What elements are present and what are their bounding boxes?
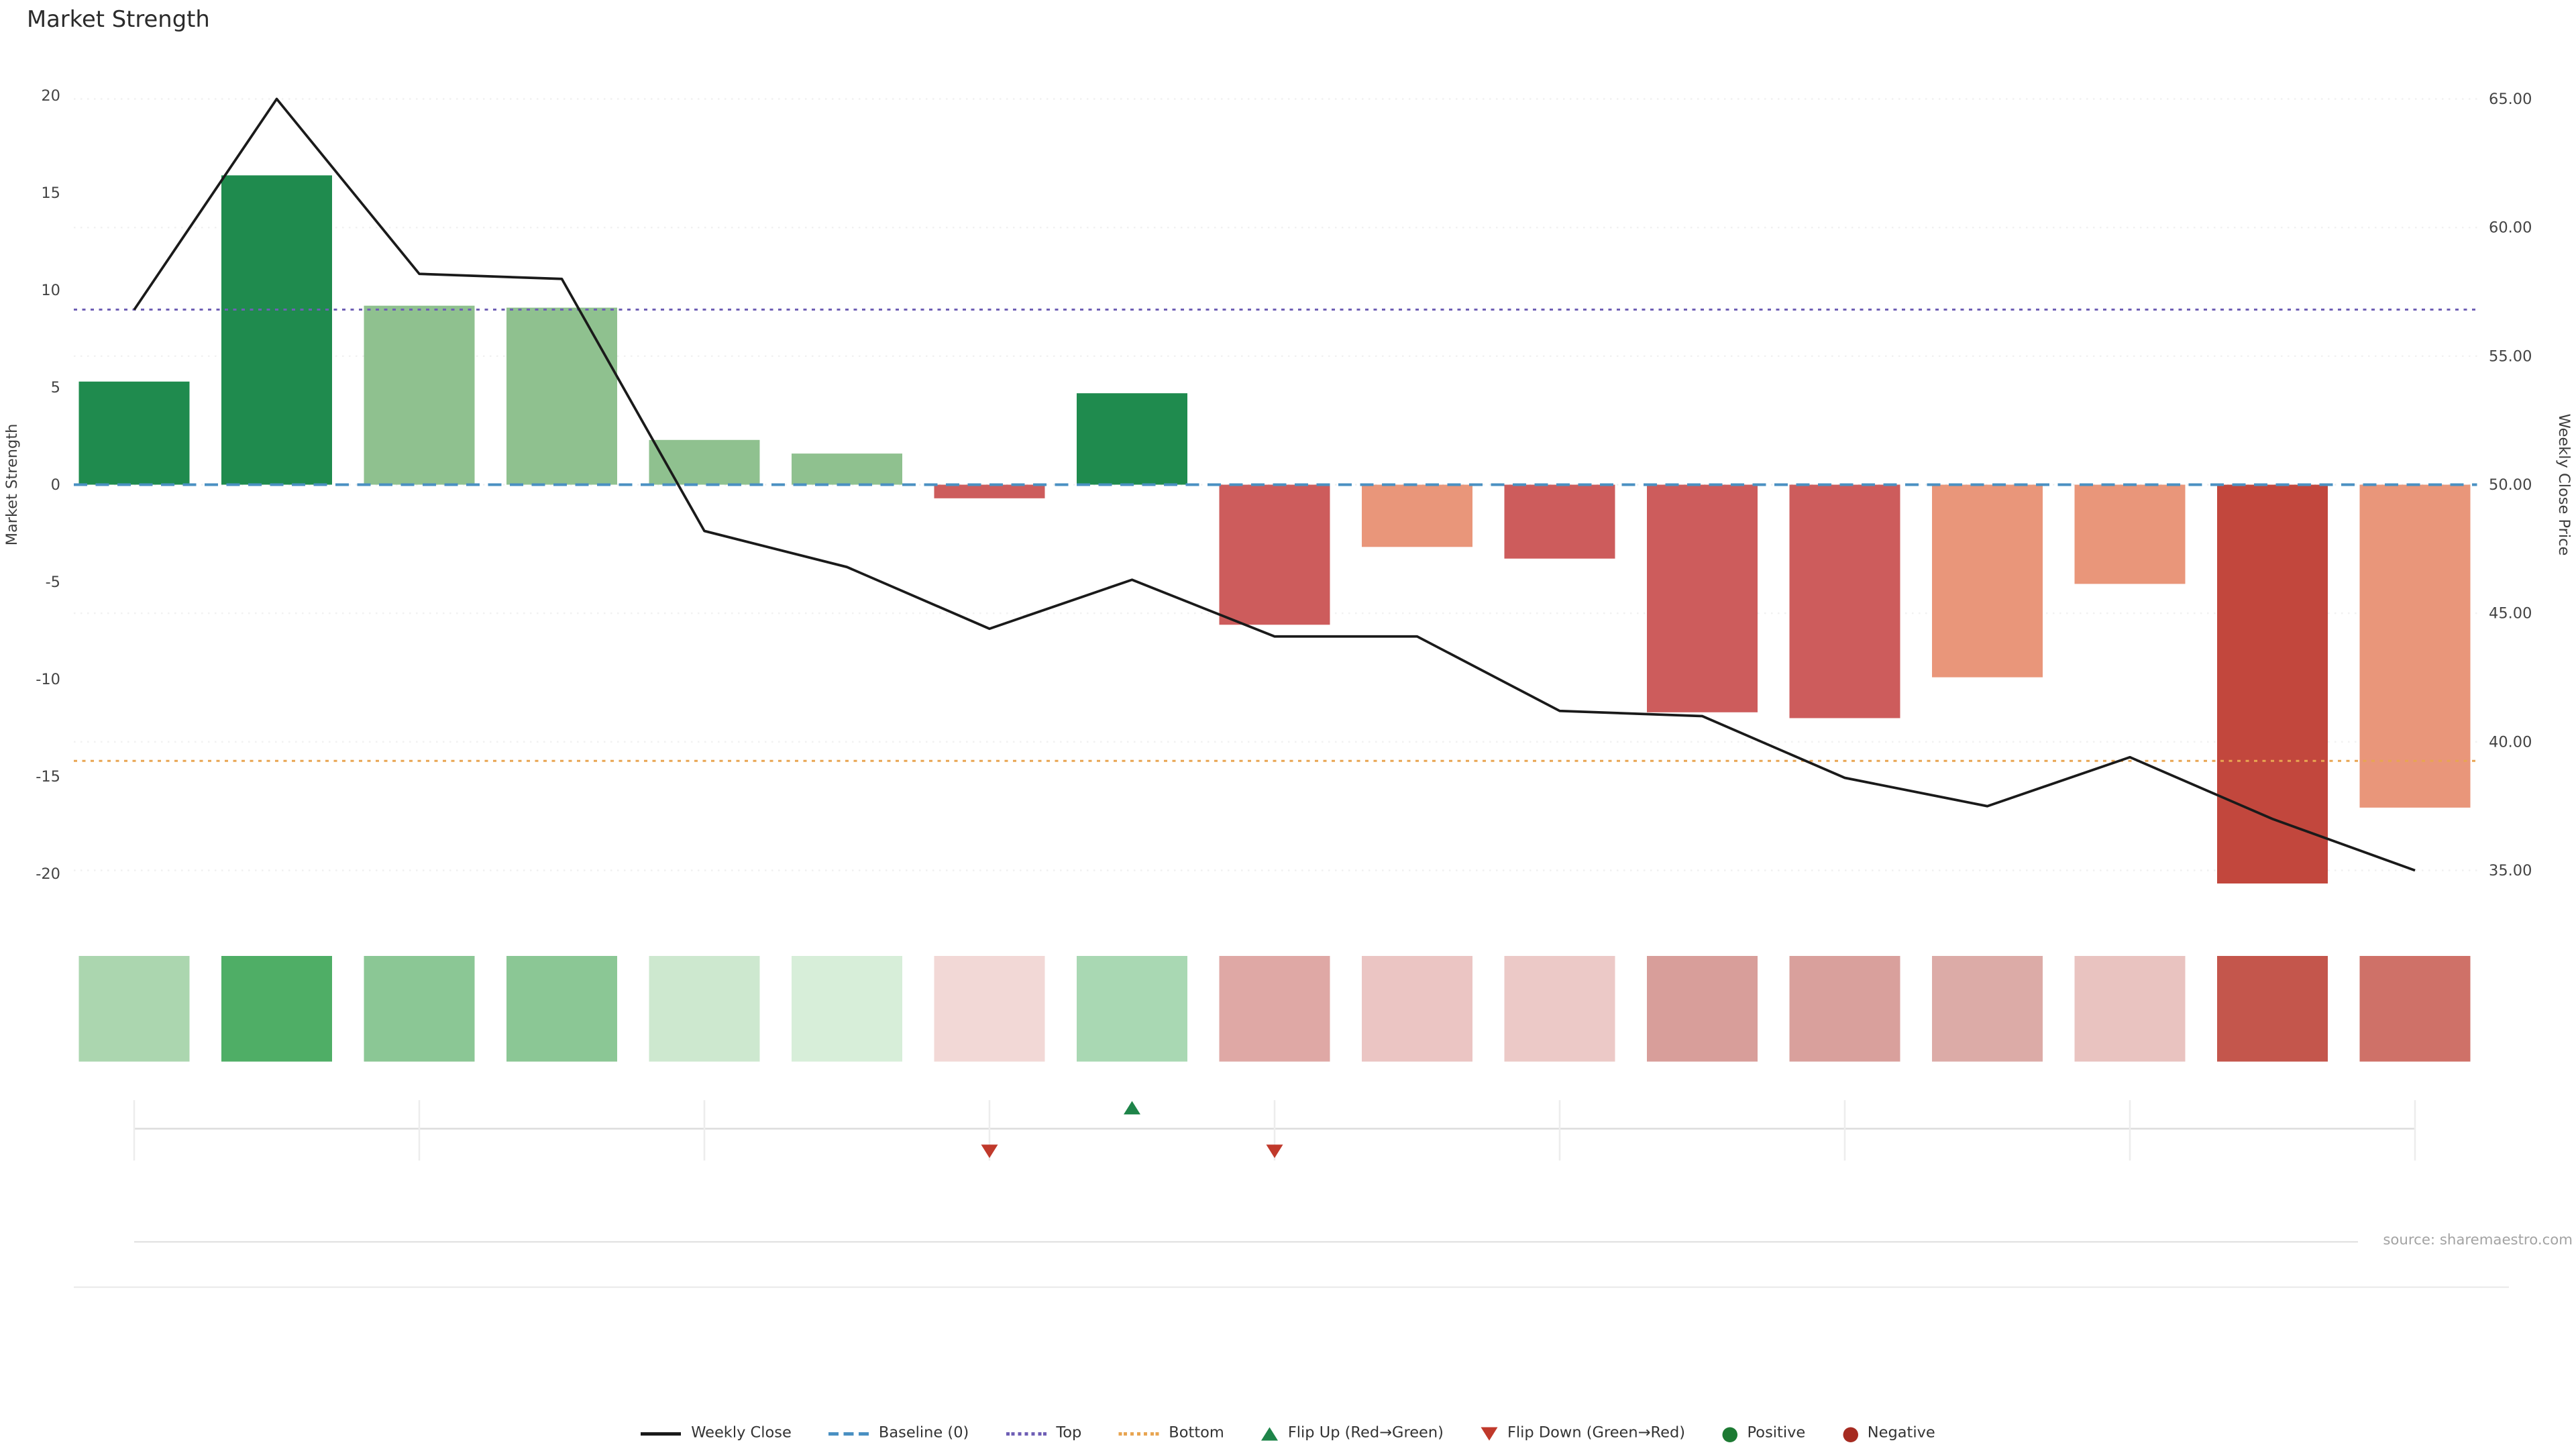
strength-bar [792, 453, 902, 485]
heat-strip-cell [792, 956, 902, 1062]
legend-item-positive[interactable]: Positive [1722, 1426, 1805, 1442]
heat-strip-cell [1362, 956, 1472, 1062]
legend-item-baseline-0[interactable]: Baseline (0) [828, 1426, 969, 1442]
strength-bar [1932, 484, 2043, 678]
right-axis-tick-label: 65.00 [2489, 91, 2532, 108]
heat-strip-cell [78, 956, 190, 1062]
heat-strip-cell [1219, 956, 1330, 1062]
heat-strip-cell [364, 956, 475, 1062]
left-axis-tick-label: 15 [41, 184, 60, 202]
left-axis-title: Market Strength [3, 424, 21, 546]
heat-strip-cell [1077, 956, 1187, 1062]
left-axis-tick-label: -20 [36, 865, 60, 883]
triangle-down-icon [1480, 1427, 1497, 1441]
strength-bar [1789, 484, 1900, 718]
line-icon [641, 1432, 682, 1436]
dotted-line-icon [1118, 1432, 1159, 1436]
right-axis-title: Weekly Close Price [2555, 414, 2573, 556]
left-axis-tick-label: -5 [46, 574, 60, 591]
left-axis-tick-label: 10 [41, 282, 60, 299]
right-axis-tick-label: 45.00 [2489, 605, 2532, 623]
heat-strip-cell [1647, 956, 1758, 1062]
weekly-close-line [133, 97, 2416, 872]
strength-bar [1647, 484, 1758, 712]
strength-bar [1362, 484, 1472, 547]
heat-strip-cell [2217, 956, 2328, 1062]
footer-divider-upper [134, 1241, 2358, 1243]
strength-bar [506, 307, 617, 485]
legend-label: Weekly Close [691, 1426, 792, 1442]
strength-bar [2359, 484, 2471, 808]
strength-bar [364, 305, 475, 485]
left-axis-tick-label: -10 [36, 671, 60, 688]
legend-label: Bottom [1169, 1426, 1224, 1442]
strength-bar [1219, 484, 1330, 625]
flip-up-marker [1124, 1101, 1140, 1115]
legend-label: Flip Down (Green→Red) [1507, 1426, 1686, 1442]
strength-bar [1504, 484, 1615, 559]
right-axis-tick-label: 40.00 [2489, 733, 2532, 751]
circle-icon [1842, 1426, 1858, 1442]
chart-title: Market Strength [27, 7, 210, 34]
footer-divider-lower [74, 1286, 2509, 1288]
legend-item-weekly-close[interactable]: Weekly Close [641, 1426, 792, 1442]
heat-strip-cell [934, 956, 1045, 1062]
heat-strip-cell [1789, 956, 1900, 1062]
right-axis-tick-label: 60.00 [2489, 219, 2532, 237]
triangle-up-icon [1260, 1427, 1278, 1441]
legend-label: Baseline (0) [878, 1426, 969, 1442]
heat-strip-cell [649, 956, 760, 1062]
left-axis-tick-label: -15 [36, 768, 60, 786]
legend-item-bottom[interactable]: Bottom [1118, 1426, 1224, 1442]
legend-label: Top [1056, 1426, 1082, 1442]
left-axis-tick-label: 0 [51, 476, 60, 494]
dotted-line-icon [1006, 1432, 1046, 1436]
right-axis-tick-label: 55.00 [2489, 347, 2532, 365]
legend-label: Positive [1747, 1426, 1806, 1442]
heat-strip-cell [1504, 956, 1615, 1062]
legend-label: Negative [1867, 1426, 1935, 1442]
heat-strip-cell [1932, 956, 2043, 1062]
strength-bar [649, 439, 760, 485]
strength-bar [2217, 484, 2328, 883]
left-axis-tick-label: 20 [41, 87, 60, 105]
heat-strip-cell [221, 956, 332, 1062]
source-attribution: source: sharemaestro.com [2383, 1232, 2573, 1250]
right-axis-tick-label: 35.00 [2489, 862, 2532, 879]
legend-item-flip-down-green-red[interactable]: Flip Down (Green→Red) [1480, 1426, 1686, 1442]
strength-bar [934, 484, 1045, 498]
circle-icon [1722, 1426, 1737, 1442]
right-axis-tick-label: 50.00 [2489, 476, 2532, 494]
strength-bar [1077, 393, 1187, 485]
legend-item-negative[interactable]: Negative [1842, 1426, 1935, 1442]
dashed-line-icon [828, 1432, 869, 1436]
strength-bar [221, 175, 332, 485]
legend-item-flip-up-red-green[interactable]: Flip Up (Red→Green) [1260, 1426, 1444, 1442]
flip-down-marker [1266, 1144, 1283, 1159]
heat-strip-cell [2074, 956, 2186, 1062]
heat-strip-cell [2359, 956, 2471, 1062]
strength-bar [2074, 484, 2186, 584]
left-axis-tick-label: 5 [51, 379, 60, 396]
legend-label: Flip Up (Red→Green) [1287, 1426, 1444, 1442]
flip-down-marker [981, 1144, 998, 1159]
heat-strip-cell [506, 956, 617, 1062]
legend-item-top[interactable]: Top [1006, 1426, 1081, 1442]
strength-bar [78, 381, 190, 485]
legend: Weekly Close Baseline (0) Top Bottom Flip Up… [0, 1426, 2576, 1442]
market-strength-chart: 20 15 10 5 0 -5 -10 -15 -20 65.00 60.00 55.00 50.00 4… [3, 87, 2573, 1161]
